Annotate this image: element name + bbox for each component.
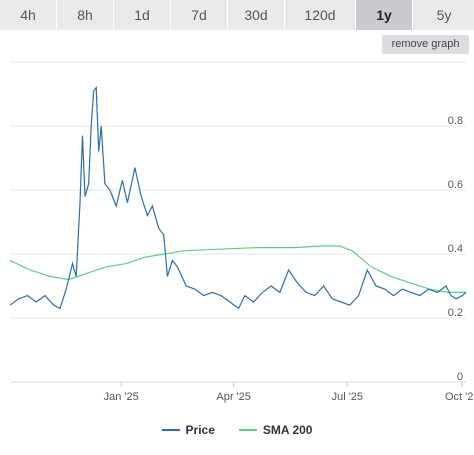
- timeframe-tabs: 4h 8h 1d 7d 30d 120d 1y 5y: [0, 0, 474, 30]
- tab-1d[interactable]: 1d: [114, 0, 170, 30]
- x-tick-label: Jul '25: [332, 391, 363, 403]
- tab-4h[interactable]: 4h: [0, 0, 56, 30]
- series-sma-200-line: [9, 245, 466, 293]
- x-axis-ticks: Jan '25 Apr '25 Jul '25 Oct '25: [104, 382, 474, 403]
- tab-5y[interactable]: 5y: [413, 0, 474, 30]
- remove-graph-button[interactable]: remove graph: [382, 35, 469, 54]
- legend-swatch-sma-200: [238, 429, 257, 431]
- chart-grid: [10, 61, 466, 383]
- legend-swatch-price: [161, 429, 180, 431]
- legend-label-price: Price: [185, 423, 215, 437]
- y-tick-label: 0.8: [448, 115, 463, 127]
- y-tick-label: 0.6: [448, 179, 463, 191]
- series-price-line: [9, 85, 467, 310]
- y-tick-label: 0.2: [448, 307, 463, 319]
- y-axis-ticks: 0 0.2 0.4 0.6 0.8: [448, 115, 463, 383]
- tab-7d[interactable]: 7d: [171, 0, 227, 30]
- chart-legend: Price SMA 200: [0, 420, 474, 440]
- tab-120d[interactable]: 120d: [285, 0, 355, 30]
- x-tick-label: Jan '25: [104, 391, 139, 403]
- legend-item-price[interactable]: Price: [161, 423, 215, 437]
- y-tick-label: 0: [457, 371, 463, 383]
- x-tick-label: Apr '25: [216, 391, 251, 403]
- x-tick-label: Oct '25: [445, 391, 474, 403]
- legend-label-sma-200: SMA 200: [262, 423, 313, 437]
- y-tick-label: 0.4: [448, 243, 463, 255]
- legend-item-sma-200[interactable]: SMA 200: [238, 423, 313, 437]
- tab-1y[interactable]: 1y: [356, 0, 412, 30]
- tab-30d[interactable]: 30d: [228, 0, 284, 30]
- tab-8h[interactable]: 8h: [57, 0, 113, 30]
